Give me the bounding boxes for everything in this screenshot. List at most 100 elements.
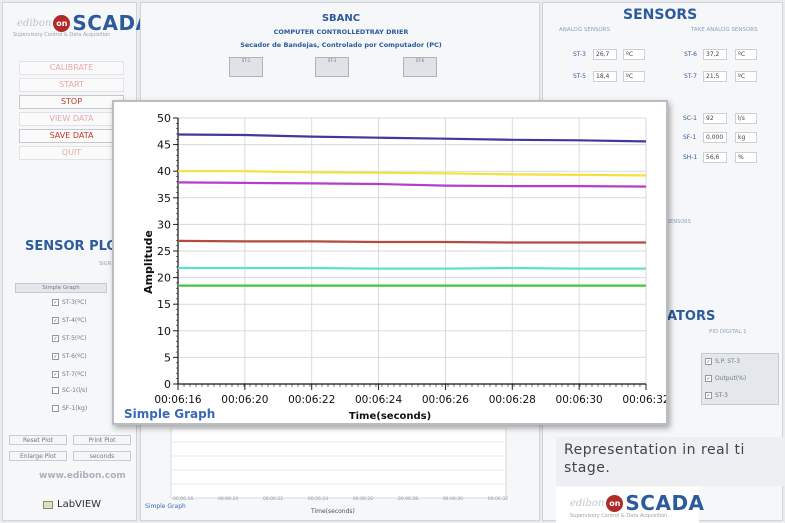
sensor-sf1-unit: kg bbox=[735, 132, 757, 143]
logo-ball: on bbox=[606, 494, 624, 512]
sensors-footer: SENSORS bbox=[667, 219, 691, 225]
caption-box: Representation in real ti stage. bbox=[556, 437, 785, 486]
sensor-st5-label: ST-5 bbox=[573, 73, 586, 80]
pid-row-sp[interactable]: ✓ S.P. ST-3 bbox=[705, 358, 740, 365]
analog-sensors-label: ANALOG SENSORS bbox=[559, 27, 611, 33]
checkbox-icon: ✓ bbox=[52, 317, 59, 324]
logo-subtitle: Supervisory Control & Data Acquisition bbox=[13, 32, 111, 38]
time-unit-select[interactable]: seconds bbox=[73, 451, 131, 461]
diagram-node-label: ST-1 bbox=[241, 58, 251, 63]
channel-checkbox-st4[interactable]: ✓ ST-4(ºC) bbox=[52, 317, 87, 324]
small-graph-tick: 00:06:32 bbox=[487, 497, 508, 502]
channel-checkbox-sc1[interactable]: SC-1(l/s) bbox=[52, 387, 87, 394]
caption-line-2: stage. bbox=[564, 460, 611, 476]
checkbox-icon: ✓ bbox=[705, 375, 712, 382]
channel-label: ST-7(ºC) bbox=[62, 371, 87, 378]
sensor-sh1-unit: % bbox=[735, 152, 757, 163]
x-tick-label: 00:06:32 bbox=[622, 394, 666, 406]
chart-axes: 0 5 10 15 20 25 30 35 40 45 50 00:06:16 00:06:20 00:0… bbox=[154, 112, 666, 406]
pid-digital-label: PID DIGITAL 1 bbox=[709, 329, 747, 335]
caption-line-1: Representation in real ti bbox=[564, 442, 745, 458]
sensor-sf1-label: SF-1 bbox=[683, 134, 697, 141]
channel-label: SF-1(kg) bbox=[62, 405, 88, 412]
channel-checkbox-st6[interactable]: ✓ ST-6(ºC) bbox=[52, 353, 87, 360]
background-graph: Simple Graph bbox=[145, 428, 507, 510]
start-button[interactable]: START bbox=[19, 78, 124, 92]
checkbox-icon: ✓ bbox=[52, 353, 59, 360]
series-line-2 bbox=[178, 170, 647, 177]
sensor-st7-unit: ºC bbox=[735, 71, 757, 82]
small-graph-tick: 00:06:28 bbox=[397, 497, 419, 502]
take-analog-label: TAKE ANALOG SENSORS bbox=[691, 27, 758, 33]
y-tick-label: 40 bbox=[157, 165, 171, 178]
logo-name: SCADA bbox=[625, 491, 705, 515]
calibrate-button[interactable]: CALIBRATE bbox=[19, 61, 124, 75]
print-plot-button[interactable]: Print Plot bbox=[73, 435, 131, 445]
sensor-sc1-value: 92 bbox=[703, 113, 727, 124]
sensor-st3-value: 26,7 bbox=[593, 49, 617, 60]
channel-checkbox-st3[interactable]: ✓ ST-3(ºC) bbox=[52, 299, 87, 306]
sensor-plot-title: SENSOR PLOT bbox=[25, 239, 127, 254]
reset-plot-button[interactable]: Reset Plot bbox=[9, 435, 67, 445]
save-data-button[interactable]: SAVE DATA bbox=[19, 129, 124, 143]
small-graph-tick: 00:06:26 bbox=[352, 497, 374, 502]
channel-label: ST-3(ºC) bbox=[62, 299, 87, 306]
y-tick-label: 50 bbox=[157, 112, 171, 125]
checkbox-icon: ✓ bbox=[52, 299, 59, 306]
y-tick-label: 10 bbox=[157, 325, 171, 338]
y-tick-label: 35 bbox=[157, 192, 171, 205]
sensor-st3-unit: ºC bbox=[623, 49, 645, 60]
labview-icon bbox=[43, 500, 53, 509]
x-tick-label: 00:06:26 bbox=[422, 394, 469, 406]
x-tick-label: 00:06:28 bbox=[489, 394, 536, 406]
sensor-sf1-value: 0,000 bbox=[703, 132, 727, 143]
sensor-st6-label: ST-6 bbox=[684, 51, 697, 58]
x-tick-label: 00:06:20 bbox=[221, 394, 268, 406]
app-subtitle-es: Secador de Bandejas, Controlado por Comp… bbox=[240, 41, 442, 49]
channel-label: ST-4(ºC) bbox=[62, 317, 87, 324]
website-link[interactable]: www.edibon.com bbox=[39, 471, 126, 481]
x-tick-label: 00:06:22 bbox=[288, 394, 335, 406]
small-graph-tick: 00:06:24 bbox=[307, 497, 329, 502]
sensors-title: SENSORS bbox=[623, 7, 698, 23]
stop-button[interactable]: STOP bbox=[19, 95, 124, 109]
enlarge-plot-button[interactable]: Enlarge Plot bbox=[9, 451, 67, 461]
channel-checkbox-sf1[interactable]: SF-1(kg) bbox=[52, 405, 87, 412]
edibon-scada-logo: edibon on SCADA bbox=[570, 491, 705, 515]
sensor-st5-value: 18,4 bbox=[593, 71, 617, 82]
pid-row-st3[interactable]: ✓ ST-3 bbox=[705, 392, 728, 399]
y-tick-label: 25 bbox=[157, 245, 171, 258]
channel-label: ST-6(ºC) bbox=[62, 353, 87, 360]
y-tick-label: 15 bbox=[157, 298, 171, 311]
series-line-3 bbox=[177, 181, 647, 188]
graph-type-select[interactable]: Simple Graph bbox=[15, 283, 107, 293]
channel-checkbox-st5[interactable]: ✓ ST-5(ºC) bbox=[52, 335, 87, 342]
x-tick-label: 00:06:24 bbox=[355, 394, 402, 406]
pid-row-label: Output(%) bbox=[715, 375, 747, 382]
checkbox-icon: ✓ bbox=[52, 335, 59, 342]
checkbox-icon: ✓ bbox=[705, 358, 712, 365]
logo-prefix: edibon bbox=[17, 17, 52, 29]
bottom-scada-logo: edibon on SCADA Supervisory Control & Da… bbox=[556, 487, 704, 523]
quit-button[interactable]: QUIT bbox=[19, 146, 124, 160]
sensor-sc1-unit: l/s bbox=[735, 113, 757, 124]
diagram-node: ST-3 bbox=[315, 57, 349, 77]
logo-prefix: edibon bbox=[570, 497, 605, 509]
app-title: SBANC bbox=[321, 13, 361, 24]
view-data-button[interactable]: VIEW DATA bbox=[19, 112, 124, 126]
diagram-node: ST-1 bbox=[229, 57, 263, 77]
small-graph-ticks: 00:06:16 00:06:20 00:06:22 00:06:24 00:0… bbox=[173, 497, 508, 502]
y-axis-label: Amplitude bbox=[142, 230, 155, 294]
channel-checkbox-st7[interactable]: ✓ ST-7(ºC) bbox=[52, 371, 87, 378]
series-line-5 bbox=[178, 266, 646, 270]
labview-logo: LabVIEW bbox=[43, 499, 101, 510]
channel-label: ST-5(ºC) bbox=[62, 335, 87, 342]
checkbox-icon: ✓ bbox=[52, 371, 59, 378]
sensor-sh1-label: SH-1 bbox=[683, 154, 698, 161]
pid-row-output[interactable]: ✓ Output(%) bbox=[705, 375, 746, 382]
y-tick-label: 45 bbox=[157, 139, 171, 152]
amplitude-time-chart: 0 5 10 15 20 25 30 35 40 45 50 00:06:16 00:06:20 00:0… bbox=[142, 112, 666, 422]
channel-label: SC-1(l/s) bbox=[62, 387, 88, 394]
app-subtitle: COMPUTER CONTROLLEDTRAY DRIER bbox=[273, 28, 409, 36]
labview-text: LabVIEW bbox=[57, 499, 102, 510]
